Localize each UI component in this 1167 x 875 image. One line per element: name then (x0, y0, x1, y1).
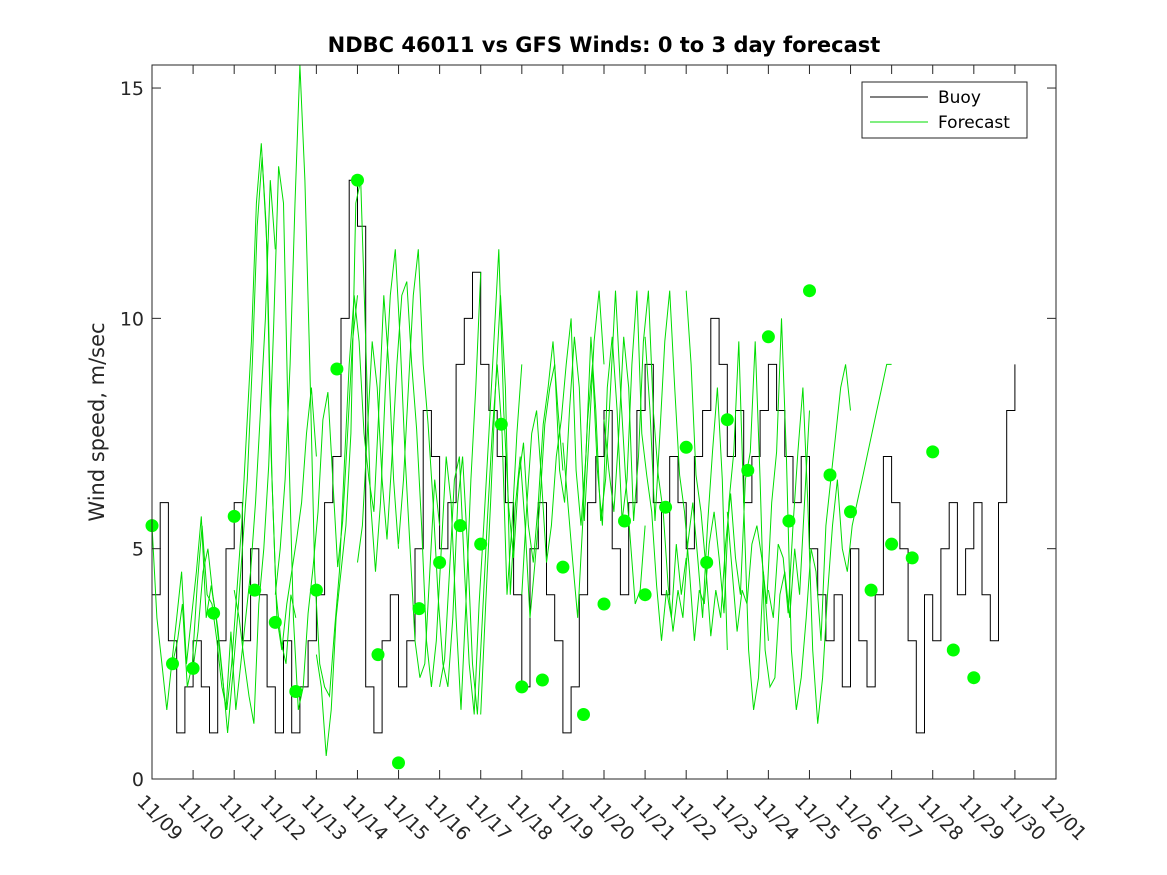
x-tick-label: 11/20 (584, 791, 638, 845)
x-tick-label: 11/17 (461, 791, 515, 845)
forecast-marker (700, 556, 714, 569)
forecast-marker (597, 597, 611, 611)
forecast-marker (330, 362, 344, 376)
forecast-marker (905, 551, 919, 565)
forecast-line (439, 249, 564, 715)
x-tick-label: 11/11 (215, 791, 269, 845)
forecast-marker (535, 673, 549, 687)
forecast-marker (186, 661, 200, 675)
legend: Buoy Forecast (861, 81, 1028, 139)
x-tick-label: 11/18 (502, 791, 556, 845)
x-tick-label: 11/16 (420, 791, 474, 845)
forecast-marker (515, 680, 529, 694)
forecast-marker (268, 615, 282, 629)
y-axis-label: Wind speed, m/sec (85, 322, 109, 521)
x-tick-label: 11/12 (256, 791, 310, 845)
chart-title: NDBC 46011 vs GFS Winds: 0 to 3 day fore… (328, 33, 881, 57)
x-tick-label: 11/30 (995, 791, 1049, 845)
x-tick-label: 11/25 (790, 791, 844, 845)
forecast-marker (782, 514, 796, 528)
forecast-line (562, 290, 687, 641)
y-tick-label: 15 (120, 78, 144, 100)
forecast-marker (720, 413, 734, 427)
forecast-line (274, 64, 399, 698)
forecast-marker (494, 417, 508, 431)
forecast-line (357, 272, 482, 710)
x-tick-label: 11/26 (831, 791, 885, 845)
y-tick-label: 0 (132, 769, 144, 791)
x-tick-label: 11/23 (708, 791, 762, 845)
forecast-markers (145, 173, 981, 770)
forecast-marker (844, 505, 857, 519)
forecast-marker (309, 583, 323, 597)
x-tick-label: 11/29 (954, 791, 1008, 845)
x-tick-label: 11/22 (667, 791, 721, 845)
forecast-marker (946, 643, 960, 657)
forecast-marker (577, 708, 590, 721)
x-tick-label: 11/21 (626, 791, 680, 845)
x-tick-label: 12/01 (1036, 791, 1090, 845)
y-tick-label: 10 (120, 308, 144, 330)
x-tick-label: 11/28 (913, 791, 967, 845)
forecast-marker (392, 756, 405, 770)
forecast-marker (248, 583, 262, 597)
forecast-marker (227, 509, 241, 523)
forecast-marker (885, 537, 899, 551)
forecast-marker (556, 560, 570, 574)
x-tick-label: 11/09 (132, 791, 186, 845)
forecast-marker (618, 514, 631, 528)
forecast-series (151, 64, 892, 757)
forecast-marker (474, 537, 488, 551)
x-tick-label: 11/24 (749, 791, 803, 845)
forecast-marker (926, 445, 940, 459)
forecast-marker (761, 330, 775, 344)
forecast-line (192, 157, 317, 733)
forecast-marker (433, 556, 447, 569)
forecast-marker (371, 648, 385, 662)
forecast-marker (638, 588, 652, 602)
forecast-marker (967, 671, 981, 685)
x-tick-label: 11/19 (543, 791, 597, 845)
x-tick-label: 11/14 (338, 791, 392, 845)
x-tick-label: 11/10 (174, 791, 228, 845)
forecast-line (233, 166, 358, 724)
forecast-marker (289, 685, 303, 698)
buoy-series (152, 179, 1016, 734)
forecast-marker (741, 463, 755, 477)
legend-forecast-label: Forecast (938, 113, 1010, 133)
forecast-marker (823, 468, 837, 482)
forecast-marker (659, 500, 673, 514)
buoy-line (152, 179, 1016, 734)
forecast-marker (166, 657, 179, 671)
forecast-line (726, 318, 851, 710)
x-tick-label: 11/27 (872, 791, 926, 845)
legend-buoy-label: Buoy (938, 88, 981, 108)
forecast-marker (679, 440, 693, 454)
forecast-marker (864, 583, 878, 597)
forecast-marker (453, 519, 467, 533)
x-tick-label: 11/15 (379, 791, 433, 845)
y-tick-label: 5 (132, 539, 144, 561)
forecast-line (603, 290, 728, 651)
forecast-line (767, 363, 892, 724)
forecast-marker (412, 602, 426, 616)
forecast-marker (207, 606, 221, 620)
x-tick-label: 11/13 (297, 791, 351, 845)
forecast-marker (803, 284, 816, 298)
forecast-line (315, 180, 441, 757)
forecast-line (521, 290, 646, 605)
legend-box (861, 81, 1028, 139)
forecast-marker (351, 173, 364, 187)
